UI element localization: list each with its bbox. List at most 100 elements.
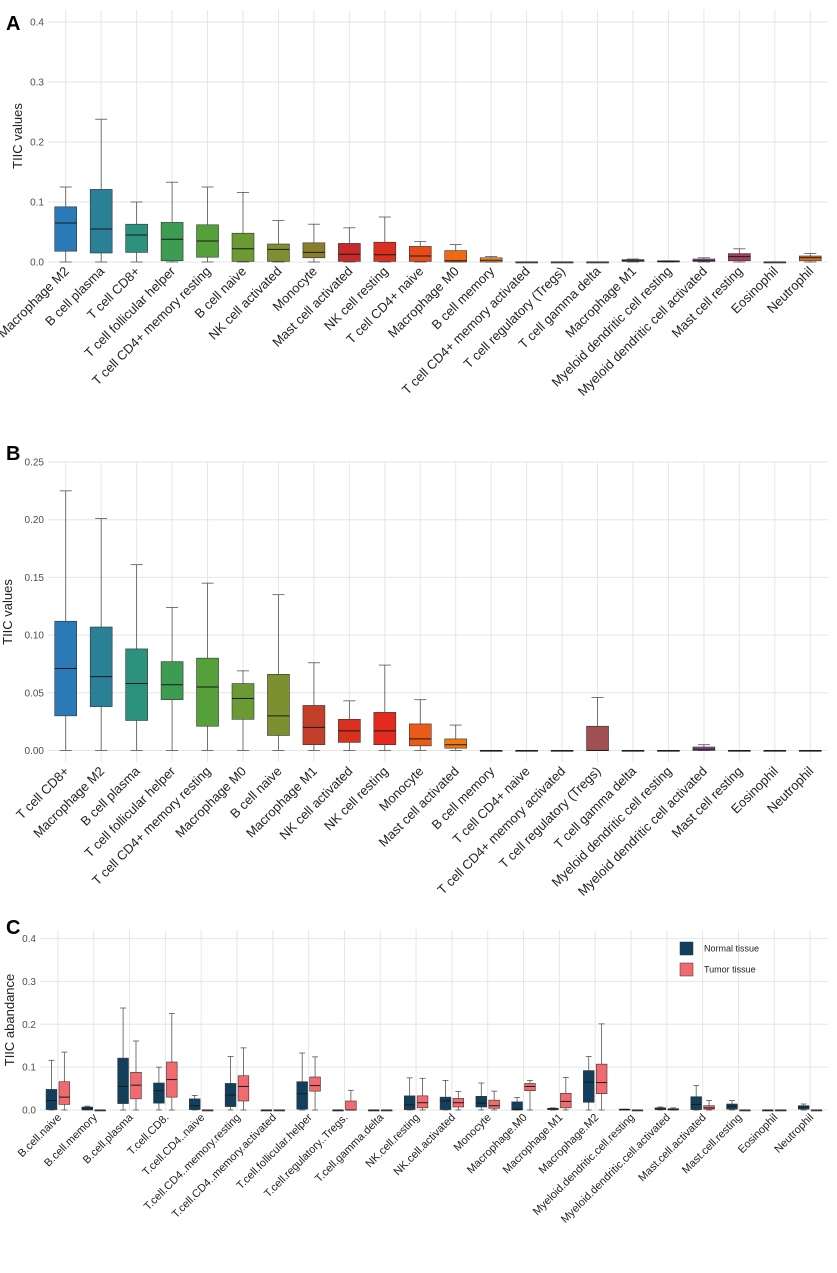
box-7 <box>267 220 290 263</box>
box-9 <box>338 700 361 751</box>
y-tick-label: 0.15 <box>25 573 45 584</box>
box-4 <box>160 181 184 263</box>
iqr-box <box>403 1095 416 1110</box>
box-normal-5 <box>189 1095 201 1111</box>
iqr-box <box>583 1070 595 1103</box>
box-tumor-21 <box>775 1109 787 1112</box>
box-15 <box>550 261 574 264</box>
y-axis-label: TIIC values <box>10 103 25 169</box>
iqr-box <box>153 1082 165 1104</box>
box-18 <box>657 260 680 263</box>
iqr-box <box>231 683 255 720</box>
legend-swatch <box>679 941 694 956</box>
box-tumor-1 <box>58 1051 71 1111</box>
y-tick-label: 0.3 <box>22 977 36 988</box>
box-normal-17 <box>618 1108 631 1111</box>
iqr-box <box>511 1101 523 1111</box>
box-tumor-5 <box>201 1109 214 1112</box>
iqr-box <box>45 1089 58 1110</box>
box-11 <box>408 699 432 751</box>
iqr-box <box>196 657 219 727</box>
box-10 <box>373 664 397 751</box>
iqr-box <box>160 661 184 700</box>
box-tumor-12 <box>452 1091 465 1111</box>
box-normal-8 <box>296 1052 308 1111</box>
box-14 <box>515 749 538 752</box>
box-tumor-8 <box>309 1056 321 1111</box>
box-6 <box>231 670 255 751</box>
y-tick-label: 0.10 <box>25 631 45 642</box>
box-normal-18 <box>654 1106 667 1111</box>
box-tumor-20 <box>739 1109 751 1112</box>
box-7 <box>267 594 290 751</box>
panel-letter: C <box>6 917 20 939</box>
y-axis-label: TIIC abandance <box>2 974 17 1067</box>
iqr-box <box>54 206 78 252</box>
iqr-box <box>373 712 397 745</box>
panel-letter: B <box>6 443 20 465</box>
y-tick-label: 0.20 <box>25 515 45 526</box>
y-tick-label: 0.1 <box>22 1063 36 1074</box>
box-tumor-19 <box>703 1100 715 1111</box>
box-19 <box>692 744 716 751</box>
box-9 <box>338 227 361 263</box>
box-tumor-15 <box>560 1077 572 1111</box>
iqr-box <box>373 241 397 262</box>
x-tick-label: T.cell.CD4..naive <box>140 1112 207 1179</box>
box-normal-7 <box>260 1109 273 1112</box>
y-tick-label: 0.00 <box>25 746 45 757</box>
iqr-box <box>125 648 148 721</box>
box-16 <box>586 261 609 264</box>
iqr-box <box>408 723 432 747</box>
legend-label: Tumor tissue <box>704 965 756 975</box>
box-tumor-17 <box>631 1109 644 1112</box>
box-11 <box>408 241 432 263</box>
iqr-box <box>595 1063 608 1095</box>
legend-label: Normal tissue <box>704 944 759 954</box>
iqr-box <box>231 232 255 262</box>
box-19 <box>692 257 716 263</box>
box-18 <box>657 749 680 752</box>
iqr-box <box>475 1095 487 1108</box>
iqr-box <box>296 1081 308 1110</box>
y-tick-label: 0.4 <box>30 18 44 29</box>
box-tumor-3 <box>130 1040 142 1111</box>
box-22 <box>798 253 822 263</box>
box-21 <box>763 261 787 264</box>
box-tumor-2 <box>94 1109 106 1112</box>
iqr-box <box>89 189 113 254</box>
box-normal-15 <box>547 1107 559 1111</box>
box-20 <box>728 248 751 263</box>
box-tumor-22 <box>810 1109 823 1112</box>
box-normal-3 <box>117 1007 129 1111</box>
box-tumor-13 <box>488 1090 500 1111</box>
y-tick-label: 0.3 <box>30 78 44 89</box>
box-tumor-16 <box>595 1023 608 1111</box>
box-2 <box>89 518 113 751</box>
box-normal-6 <box>224 1056 237 1111</box>
box-2 <box>89 118 113 263</box>
iqr-box <box>586 725 609 751</box>
box-12 <box>444 244 468 263</box>
y-axis-label: TIIC values <box>0 579 15 645</box>
iqr-box <box>345 1100 357 1111</box>
iqr-box <box>89 626 113 707</box>
box-10 <box>373 216 397 263</box>
iqr-box <box>189 1098 201 1110</box>
y-tick-label: 0.4 <box>22 934 36 945</box>
box-17 <box>621 749 645 752</box>
box-17 <box>621 258 645 263</box>
box-normal-20 <box>726 1100 738 1111</box>
box-normal-4 <box>153 1066 165 1111</box>
y-tick-label: 0.2 <box>22 1020 36 1031</box>
box-tumor-6 <box>237 1047 250 1111</box>
box-8 <box>302 662 326 751</box>
iqr-box <box>524 1083 536 1092</box>
y-tick-label: 0.2 <box>30 138 44 149</box>
iqr-box <box>309 1076 321 1092</box>
y-tick-label: 0.05 <box>25 688 45 699</box>
iqr-box <box>560 1092 572 1109</box>
iqr-box <box>237 1075 250 1102</box>
box-normal-14 <box>511 1097 523 1111</box>
